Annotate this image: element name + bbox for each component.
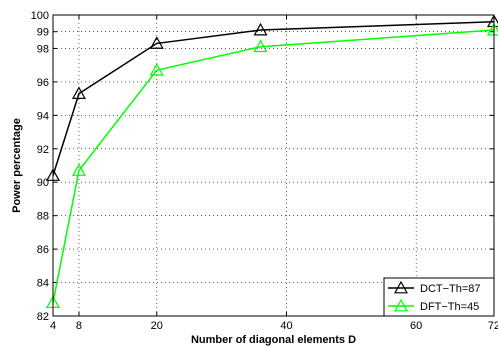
- y-tick-label: 100: [31, 10, 49, 22]
- legend-marker: [393, 298, 409, 312]
- series-2: [45, 22, 498, 309]
- legend-item: DCT−Th=87: [388, 280, 481, 295]
- legend-marker: [393, 280, 409, 294]
- data-point: [253, 22, 268, 36]
- legend: DCT−Th=87 DFT−Th=45: [383, 277, 495, 317]
- x-tick-label: 20: [151, 320, 163, 332]
- y-tick-label: 98: [37, 43, 49, 55]
- x-tick-label: 40: [280, 320, 292, 332]
- data-point: [71, 86, 86, 99]
- x-tick-label: 4: [50, 320, 56, 332]
- data-point: [253, 39, 268, 53]
- y-tick-label: 84: [37, 278, 49, 290]
- x-tick-label: 8: [76, 320, 82, 332]
- legend-label: DFT−Th=45: [420, 301, 479, 313]
- plot-frame: [52, 14, 495, 317]
- series-1: [45, 14, 498, 181]
- legend-item: DFT−Th=45: [388, 298, 479, 313]
- data-point: [149, 62, 164, 76]
- grid-layer: [53, 15, 494, 316]
- data-point: [149, 36, 164, 49]
- data-point: [71, 163, 86, 176]
- y-tick-label: 96: [37, 77, 49, 89]
- x-tick-label: 72: [488, 320, 498, 332]
- y-axis-title: Power percentage: [11, 118, 23, 213]
- y-tick-label: 88: [37, 211, 49, 223]
- legend-label: DCT−Th=87: [420, 283, 481, 295]
- y-tick-label: 90: [37, 177, 49, 189]
- x-axis-title: Number of diagonal elements D: [191, 334, 356, 346]
- y-tick-label: 99: [37, 27, 49, 39]
- y-tick-label: 86: [37, 244, 49, 256]
- x-tick-label: 60: [410, 320, 422, 332]
- series-line: [52, 20, 495, 176]
- series-layer: [45, 14, 498, 309]
- legend-items: DCT−Th=87 DFT−Th=45: [388, 280, 481, 313]
- y-tick-label: 92: [37, 144, 49, 156]
- series-line: [52, 29, 495, 303]
- y-tick-label: 82: [37, 311, 49, 323]
- y-tick-label: 94: [37, 110, 49, 122]
